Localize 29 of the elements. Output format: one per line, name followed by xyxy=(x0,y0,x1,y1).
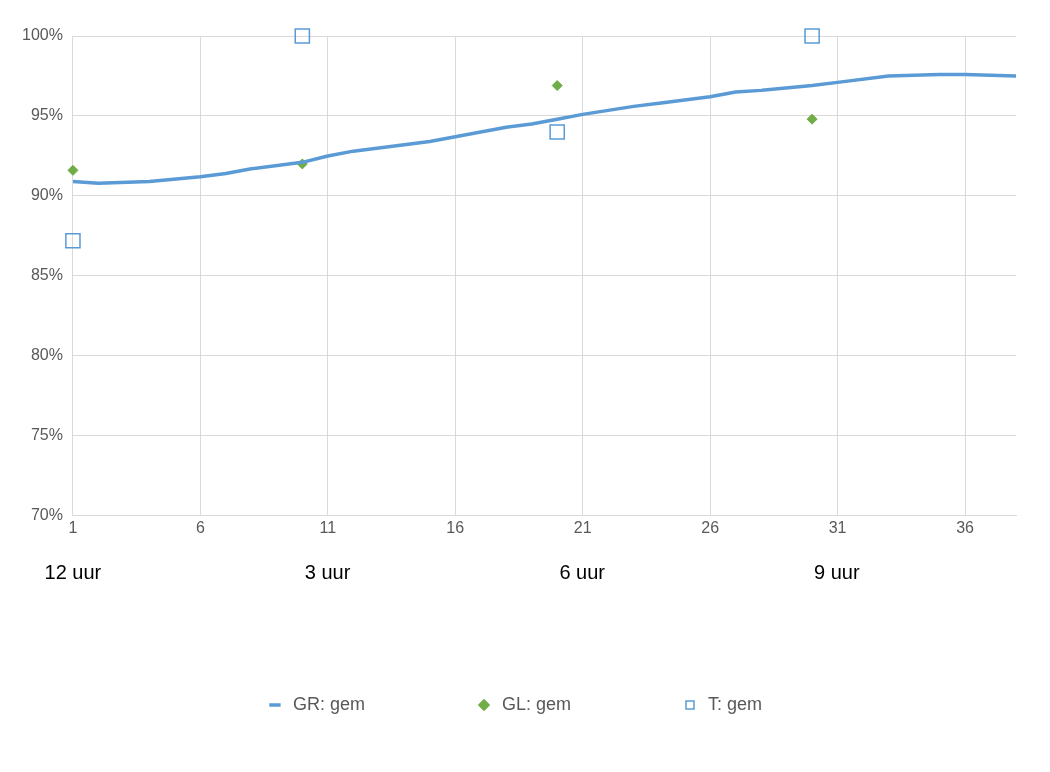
x-tick-label: 21 xyxy=(573,518,592,536)
y-tick-label: 75% xyxy=(30,426,63,444)
y-tick-label: 80% xyxy=(30,346,63,364)
legend-label: T: gem xyxy=(708,693,763,714)
y-tick-label: 95% xyxy=(30,106,63,124)
text: 12 uur xyxy=(44,561,102,584)
x-tick-label: 6 xyxy=(195,518,205,536)
legend-label: GL: gem xyxy=(501,693,572,714)
text: 3 uur xyxy=(304,561,351,584)
x-tick-label: 36 xyxy=(956,518,975,536)
y-tick-label: 100% xyxy=(22,26,63,44)
x-tick-label: 11 xyxy=(319,518,337,536)
point xyxy=(549,124,566,140)
text: 6 uur xyxy=(559,561,606,584)
y-tick-label: 70% xyxy=(30,506,63,524)
point xyxy=(551,80,563,92)
legend-label: GR: gem xyxy=(292,693,365,714)
x-tick-label: 16 xyxy=(446,518,465,536)
point xyxy=(67,164,79,176)
point xyxy=(806,113,818,125)
x-tick-label: 31 xyxy=(828,518,847,536)
point xyxy=(804,28,820,44)
point xyxy=(294,28,311,44)
x-tick-label: 26 xyxy=(701,518,720,536)
x-tick-label: 1 xyxy=(68,518,78,536)
text: 9 uur xyxy=(814,561,860,584)
point xyxy=(65,232,81,249)
y-tick-label: 90% xyxy=(30,186,63,204)
y-tick-label: 85% xyxy=(30,266,63,284)
